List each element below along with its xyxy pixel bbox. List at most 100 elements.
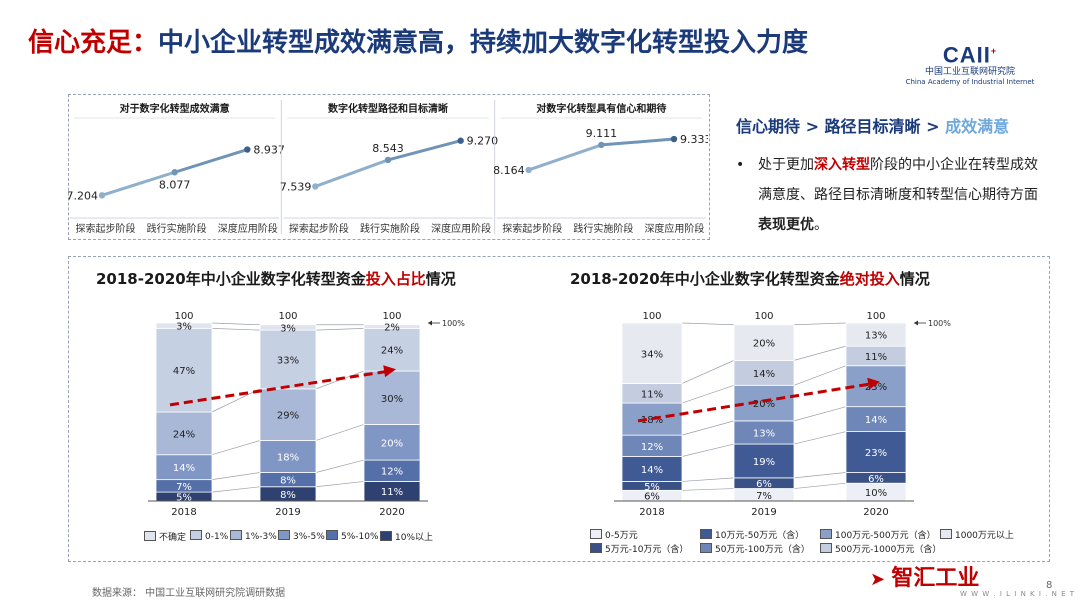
connector-line bbox=[681, 443, 735, 457]
bar-segment bbox=[155, 327, 213, 413]
segment-label: 10% bbox=[865, 488, 887, 499]
info-heading-a: 信心期待 > 路径目标清晰 > bbox=[736, 117, 946, 136]
connector-line bbox=[793, 482, 847, 489]
bar-total-label: 100 bbox=[278, 311, 297, 322]
category-label: 2018 bbox=[171, 507, 196, 518]
segment-label: 20% bbox=[753, 339, 775, 350]
segment-label: 8% bbox=[280, 490, 296, 501]
bar-segment bbox=[733, 384, 795, 422]
mini-chart-title: 数字化转型路径和目标清晰 bbox=[328, 102, 448, 115]
data-point bbox=[457, 137, 464, 144]
segment-label: 29% bbox=[277, 411, 299, 422]
segment-label: 14% bbox=[753, 369, 775, 380]
logo-cn: 中国工业互联网研究院 bbox=[924, 67, 1015, 78]
logo-mark: CAII+ bbox=[942, 42, 998, 68]
data-label: 8.077 bbox=[159, 178, 191, 191]
legend-label: 3%-5% bbox=[293, 532, 325, 542]
legend-item: 1000万元以上 bbox=[940, 528, 1014, 541]
segment-label: 14% bbox=[865, 415, 887, 426]
data-label: 9.333 bbox=[680, 133, 708, 146]
bar-segment bbox=[845, 322, 907, 347]
page-title-red: 信心充足： bbox=[28, 28, 159, 58]
line-segment bbox=[528, 143, 602, 172]
connector-line bbox=[211, 388, 261, 413]
segment-label: 24% bbox=[381, 346, 403, 357]
connector-line bbox=[211, 440, 261, 456]
page-title: 信心充足：中小企业转型成效满意高，持续加大数字化转型投入力度 bbox=[28, 22, 808, 59]
category-label: 2019 bbox=[751, 507, 776, 518]
segment-label: 6% bbox=[868, 474, 884, 485]
total-marker-label: 100% bbox=[928, 319, 951, 328]
category-label: 践行实施阶段 bbox=[147, 222, 207, 235]
segment-label: 12% bbox=[381, 467, 403, 478]
segment-label: 5% bbox=[176, 493, 192, 504]
bar-segment bbox=[155, 322, 213, 329]
segment-label: 11% bbox=[865, 352, 887, 363]
connector-line bbox=[681, 322, 735, 326]
bar-segment bbox=[155, 454, 213, 481]
data-label: 8.164 bbox=[493, 164, 524, 177]
legend-item: 5%-10% bbox=[326, 530, 379, 542]
connector-line bbox=[211, 472, 261, 480]
trend-arrowhead bbox=[867, 377, 880, 390]
bar-total-label: 100 bbox=[382, 311, 401, 322]
category-label: 探索起步阶段 bbox=[76, 222, 136, 235]
legend-label: 不确定 bbox=[159, 533, 187, 543]
bar-chart-1-title: 2018-2020年中小企业数字化转型资金投入占比情况 bbox=[96, 270, 456, 288]
legend-swatch bbox=[820, 543, 832, 553]
bar-total-label: 100 bbox=[174, 311, 193, 322]
caii-logo: CAII+ 中国工业互联网研究院 China Academy of Indust… bbox=[900, 40, 1040, 87]
legend-label: 5%-10% bbox=[341, 532, 379, 542]
brand-logo: ➤ 智汇工业 bbox=[870, 566, 980, 591]
total-marker-label: 100% bbox=[442, 319, 465, 328]
legend-label: 1000万元以上 bbox=[955, 531, 1014, 541]
data-point bbox=[244, 146, 251, 153]
legend-swatch bbox=[144, 531, 156, 541]
category-label: 践行实施阶段 bbox=[360, 222, 420, 235]
connector-line bbox=[681, 488, 735, 491]
connector-line bbox=[793, 322, 847, 326]
legend-item: 不确定 bbox=[144, 530, 186, 543]
category-label: 探索起步阶段 bbox=[289, 222, 349, 235]
legend-item: 50万元-100万元（含） bbox=[700, 542, 810, 555]
bar-segment bbox=[259, 388, 317, 441]
connector-line bbox=[211, 322, 261, 326]
line-segment bbox=[387, 139, 462, 162]
source-note: 数据来源： 中国工业互联网研究院调研数据 bbox=[92, 588, 286, 599]
legend-item: 10万元-50万元（含） bbox=[700, 528, 804, 541]
mini-chart-title: 对于数字化转型成效满意 bbox=[120, 102, 230, 115]
info-heading-b: 成效满意 bbox=[945, 117, 1010, 136]
data-point bbox=[312, 183, 319, 190]
segment-label: 19% bbox=[753, 457, 775, 468]
bar-total-label: 100 bbox=[866, 311, 885, 322]
segment-label: 47% bbox=[173, 366, 195, 377]
top-line-charts-panel bbox=[68, 94, 710, 240]
segment-label: 3% bbox=[176, 322, 192, 333]
connector-line bbox=[315, 424, 365, 441]
data-point bbox=[598, 141, 605, 149]
connector-line bbox=[793, 345, 847, 361]
bar-segment bbox=[845, 431, 907, 473]
connector-line bbox=[681, 420, 735, 436]
mini-line-chart-3: 对数字化转型具有信心和期待 8.164 9.111 9.333 探索起步阶段践行实施阶段… bbox=[493, 100, 708, 235]
line-segment bbox=[314, 158, 389, 188]
legend-swatch bbox=[278, 530, 290, 540]
bar-chart-1-legend: 不确定 0-1% 1%-3% 3%-5% 5%-10% 10%以上 bbox=[144, 530, 484, 544]
legend-item: 10%以上 bbox=[380, 530, 433, 543]
connector-line bbox=[315, 481, 365, 488]
category-label: 探索起步阶段 bbox=[502, 222, 562, 235]
legend-swatch bbox=[820, 529, 832, 539]
category-label: 2018 bbox=[639, 507, 664, 518]
bar-segment bbox=[363, 424, 421, 461]
segment-label: 6% bbox=[644, 492, 660, 503]
connector-line bbox=[211, 327, 261, 331]
connector-line bbox=[793, 365, 847, 386]
trend-arrow bbox=[637, 382, 873, 423]
legend-item: 5万元-10万元（含） bbox=[590, 542, 688, 555]
bar-segment bbox=[155, 411, 213, 456]
logo-en: China Academy of Industrial Internet bbox=[905, 78, 1035, 87]
bullet-icon: • bbox=[736, 157, 745, 173]
segment-label: 14% bbox=[641, 465, 663, 476]
trend-arrowhead bbox=[383, 365, 396, 378]
segment-label: 33% bbox=[277, 355, 299, 366]
